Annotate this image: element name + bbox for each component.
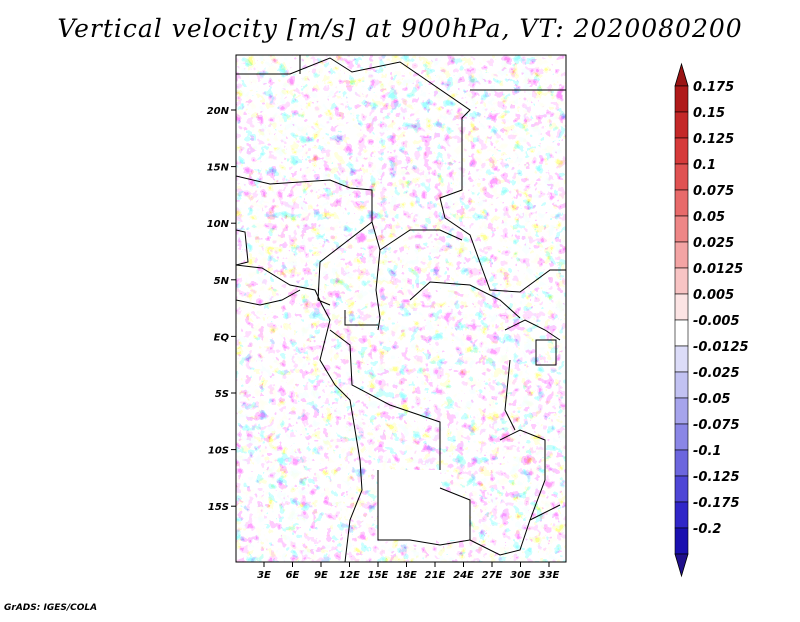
- lon-tick-label: 9E: [314, 570, 328, 581]
- lat-tick-label: 5S: [215, 389, 229, 400]
- colorbar-segment: [674, 475, 689, 503]
- colorbar-segment: [674, 189, 689, 217]
- lat-tick-label: 10S: [208, 446, 229, 457]
- lat-tick-label: 10N: [207, 219, 230, 230]
- colorbar-label: -0.125: [693, 470, 740, 485]
- colorbar-label: -0.175: [693, 496, 740, 511]
- map-panel: [235, 54, 567, 563]
- smooth-region: [378, 470, 470, 540]
- colorbar-label: 0.05: [693, 210, 725, 225]
- plot-title: Vertical velocity [m/s] at 900hPa, VT: 2…: [57, 14, 743, 43]
- colorbar-label: 0.075: [693, 184, 734, 199]
- colorbar-label: -0.2: [693, 522, 721, 537]
- colorbar-label: -0.05: [693, 392, 730, 407]
- lon-tick-label: 30E: [510, 570, 531, 581]
- colorbar-label: -0.1: [693, 444, 721, 459]
- colorbar-segment: [674, 501, 689, 529]
- colorbar-label: 0.125: [693, 132, 734, 147]
- colorbar-segment: [674, 371, 689, 399]
- colorbar-label: -0.025: [693, 366, 740, 381]
- lon-tick-label: 6E: [286, 570, 300, 581]
- coastline: [236, 264, 363, 562]
- colorbar-bottom-arrow: [674, 553, 689, 578]
- colorbar-top-arrow: [674, 62, 689, 87]
- colorbar-segment: [674, 215, 689, 243]
- lat-tick-label: 5N: [214, 276, 230, 287]
- colorbar-segment: [674, 449, 689, 477]
- colorbar-segment: [674, 111, 689, 139]
- colorbar-segment: [674, 293, 689, 321]
- colorbar-label: 0.1: [693, 158, 716, 173]
- colorbar-segment: [674, 241, 689, 269]
- colorbar-segment: [674, 397, 689, 425]
- longitude-axis: 3E 6E 9E 12E 15E 18E 21E 24E 27E 30E 33E: [257, 562, 560, 581]
- country-boundaries: [236, 55, 566, 556]
- colorbar-label: 0.005: [693, 288, 734, 303]
- lon-tick-label: 33E: [539, 570, 560, 581]
- lon-tick-label: 3E: [257, 570, 271, 581]
- lon-tick-label: 15E: [368, 570, 389, 581]
- colorbar-label: -0.005: [693, 314, 740, 329]
- lon-tick-label: 12E: [339, 570, 360, 581]
- lon-tick-label: 18E: [396, 570, 417, 581]
- colorbar-segment: [674, 163, 689, 191]
- colorbar: 0.175 0.15 0.125 0.1 0.075 0.05 0.025 0.0125 0.0…: [674, 62, 749, 578]
- colorbar-label: 0.175: [693, 80, 734, 95]
- lat-tick-label: EQ: [214, 332, 230, 343]
- colorbar-segment: [674, 345, 689, 373]
- colorbar-segment: [674, 423, 689, 451]
- lat-tick-label: 20N: [207, 106, 230, 117]
- colorbar-segment: [674, 527, 689, 555]
- lat-tick-label: 15N: [207, 163, 230, 174]
- colorbar-label: 0.025: [693, 236, 734, 251]
- colorbar-label: 0.0125: [693, 262, 743, 277]
- colorbar-segment: [674, 137, 689, 165]
- grads-credit: GrADS: IGES/COLA: [4, 603, 98, 613]
- colorbar-segment: [674, 85, 689, 113]
- lon-tick-label: 21E: [425, 570, 446, 581]
- latitude-axis: 20N 15N 10N 5N EQ 5S 10S 15S: [207, 106, 236, 513]
- lon-tick-label: 27E: [482, 570, 503, 581]
- lat-tick-label: 15S: [208, 502, 229, 513]
- colorbar-label: 0.15: [693, 106, 725, 121]
- colorbar-label: -0.0125: [693, 340, 749, 355]
- colorbar-segment: [674, 319, 689, 347]
- lon-tick-label: 24E: [453, 570, 474, 581]
- colorbar-label: -0.075: [693, 418, 740, 433]
- colorbar-segment: [674, 267, 689, 295]
